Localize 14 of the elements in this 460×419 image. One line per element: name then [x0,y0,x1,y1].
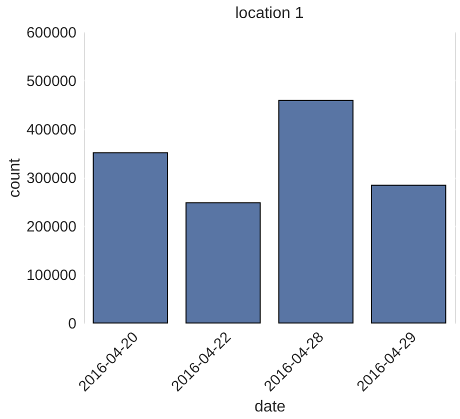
y-tick-label: 400000 [26,122,76,138]
y-tick-label: 200000 [26,218,76,236]
bar [278,100,354,324]
bar [371,184,446,324]
y-tick-label: 0 [68,316,76,332]
x-axis-title: date [254,398,286,416]
y-axis-title: count [6,158,24,198]
y-tick-label: 100000 [26,267,76,284]
y-tick-label: 300000 [26,170,76,187]
bar [186,202,261,324]
y-tick-label: 600000 [26,24,76,42]
chart-title: location 1 [235,5,304,22]
bar [92,152,168,324]
y-tick-label: 500000 [26,73,76,90]
